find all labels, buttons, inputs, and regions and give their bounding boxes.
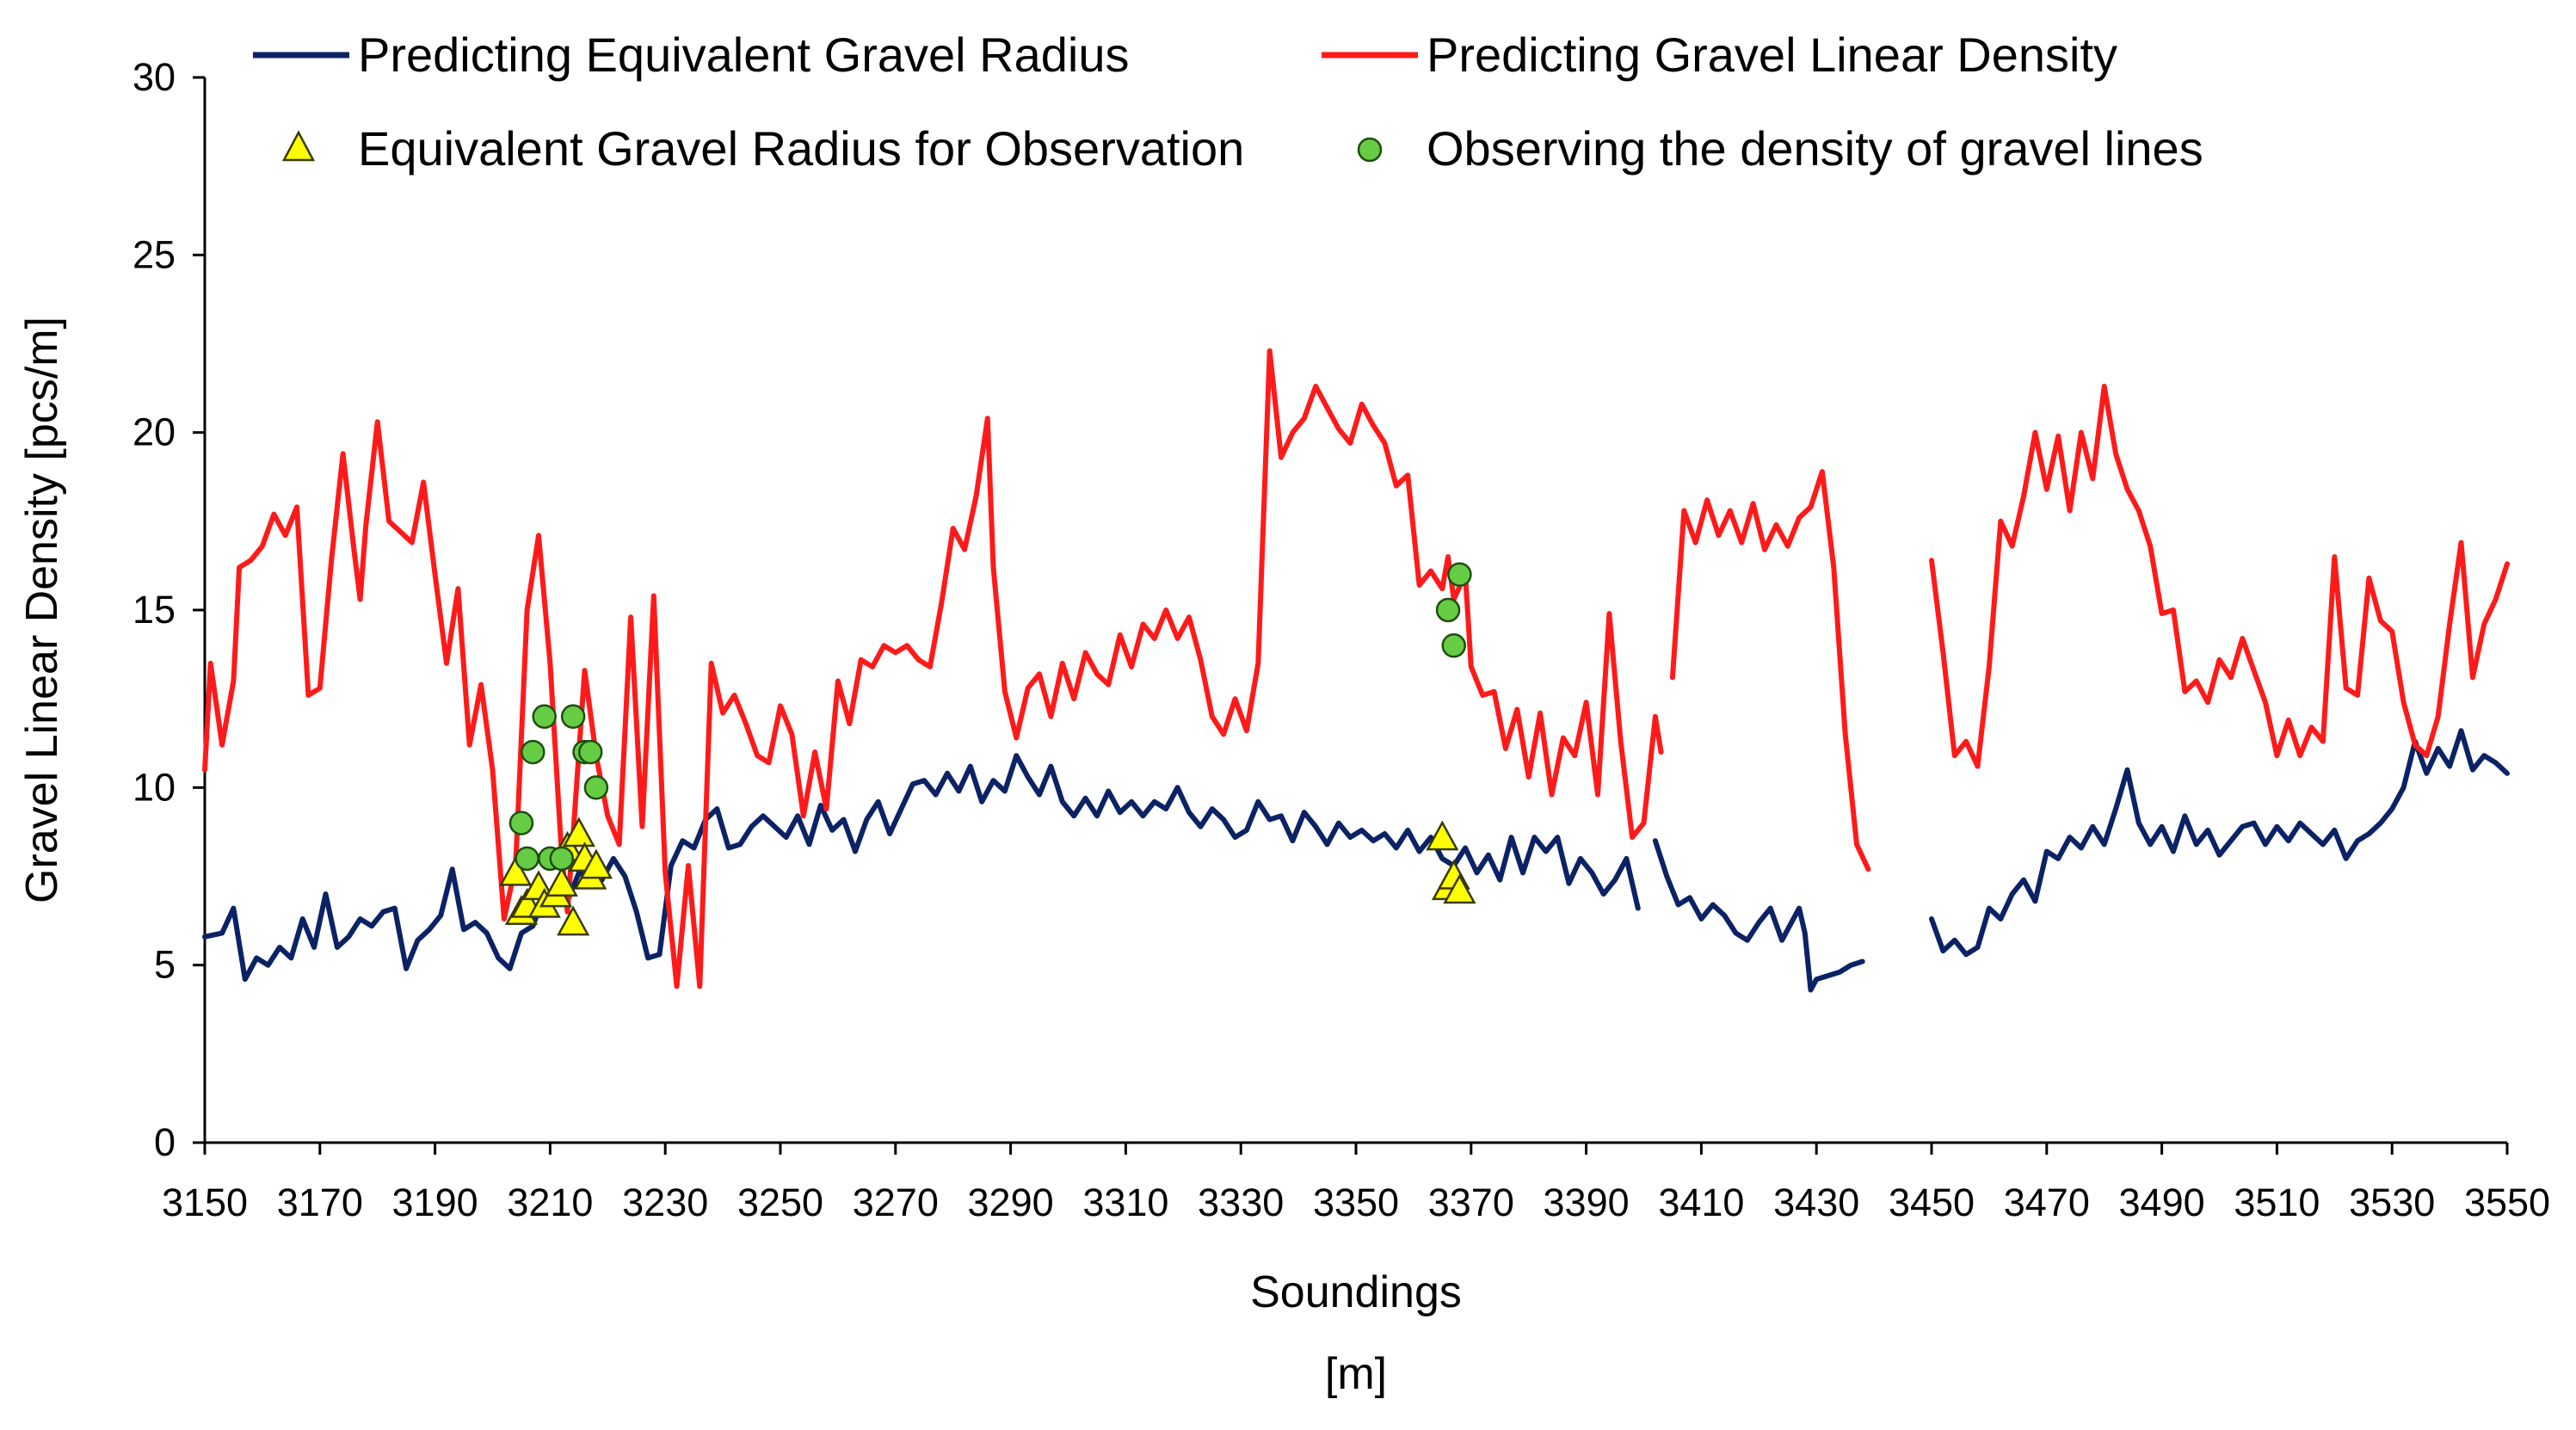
radius-observation-marker xyxy=(562,817,595,848)
radius-observation-marker xyxy=(499,855,533,886)
legend-label-density-line: Predicting Gravel Linear Density xyxy=(1427,28,2117,82)
radius-line-segment xyxy=(202,753,1641,983)
x-tick-label: 3390 xyxy=(1544,1180,1630,1224)
x-axis-title: Soundings xyxy=(1250,1267,1462,1317)
legend-swatch-density-observation xyxy=(1357,137,1383,163)
x-tick-label: 3230 xyxy=(622,1180,708,1224)
series-lines xyxy=(202,348,2510,993)
y-tick-label: 25 xyxy=(132,232,176,276)
y-tick-label: 0 xyxy=(154,1120,176,1164)
radius-observation-marker xyxy=(1443,873,1476,904)
y-tick-label: 10 xyxy=(132,765,176,809)
x-tick-label: 3470 xyxy=(2004,1180,2090,1224)
density-observation-marker xyxy=(549,846,575,872)
x-tick-label: 3410 xyxy=(1658,1180,1744,1224)
radius-observation-marker xyxy=(545,866,578,897)
x-tick-label: 3550 xyxy=(2464,1180,2550,1224)
density-observation-marker xyxy=(515,846,539,872)
density-observation-marker xyxy=(1435,597,1461,623)
x-axis-unit: [m] xyxy=(1325,1349,1387,1399)
x-tick-label: 3510 xyxy=(2234,1180,2320,1224)
density-line-segment xyxy=(202,348,1664,989)
y-axis-title: Gravel Linear Density [pcs/m] xyxy=(17,317,67,903)
y-tick-label: 5 xyxy=(154,943,176,987)
density-observation-marker xyxy=(1447,562,1472,587)
density-line-segment xyxy=(1929,384,2510,769)
y-tick-label: 20 xyxy=(132,410,176,454)
density-observation-marker xyxy=(560,704,586,730)
y-tick-label: 15 xyxy=(132,588,176,632)
x-tick-label: 3430 xyxy=(1773,1180,1859,1224)
x-tick-label: 3330 xyxy=(1198,1180,1284,1224)
y-tick-label: 30 xyxy=(132,55,176,99)
density-line-segment xyxy=(1669,469,1871,872)
x-tick-label: 3530 xyxy=(2349,1180,2435,1224)
legend: Predicting Equivalent Gravel Radius Pred… xyxy=(253,28,2203,176)
x-tick-label: 3250 xyxy=(737,1180,823,1224)
x-tick-label: 3270 xyxy=(853,1180,939,1224)
legend-label-radius-line: Predicting Equivalent Gravel Radius xyxy=(358,28,1129,82)
radius-line-segment xyxy=(1652,838,1865,993)
density-observation-marker xyxy=(583,775,609,800)
legend-swatch-radius-observation xyxy=(281,130,316,162)
radius-observation-marker xyxy=(557,905,590,936)
density-observation-marker xyxy=(1441,633,1466,658)
density-observation-marker xyxy=(577,739,603,765)
x-tick-label: 3370 xyxy=(1428,1180,1514,1224)
density-observation-marker xyxy=(532,704,557,730)
x-ticks: 3150 3170 3190 3210 3230 3250 3270 3290 3310 3330… xyxy=(162,1143,2550,1224)
legend-label-radius-observation: Equivalent Gravel Radius for Observation xyxy=(358,121,1244,176)
x-tick-label: 3490 xyxy=(2119,1180,2205,1224)
x-tick-label: 3190 xyxy=(392,1180,478,1224)
x-tick-label: 3170 xyxy=(277,1180,363,1224)
density-observation-marker xyxy=(521,739,545,765)
radius-observation-marker xyxy=(1426,820,1459,851)
y-ticks: 0 5 10 15 20 25 30 xyxy=(132,55,205,1164)
x-tick-label: 3310 xyxy=(1082,1180,1168,1224)
radius-line-segment xyxy=(1929,728,2510,958)
series-markers xyxy=(499,562,1476,936)
legend-label-density-observation: Observing the density of gravel lines xyxy=(1427,121,2203,176)
x-tick-label: 3150 xyxy=(162,1180,248,1224)
density-observation-marker xyxy=(508,811,534,835)
x-tick-label: 3350 xyxy=(1313,1180,1399,1224)
x-tick-label: 3450 xyxy=(1889,1180,1975,1224)
x-tick-label: 3290 xyxy=(968,1180,1054,1224)
radius-observation-marker xyxy=(579,848,613,879)
x-tick-label: 3210 xyxy=(507,1180,593,1224)
